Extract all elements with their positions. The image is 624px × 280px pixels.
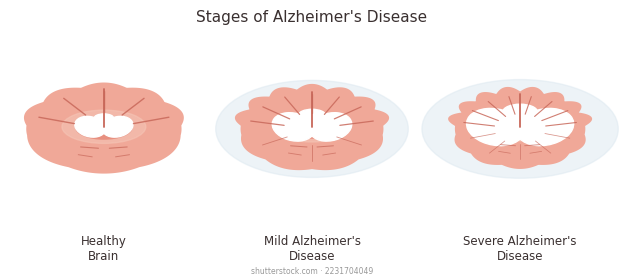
Circle shape xyxy=(94,114,114,123)
Ellipse shape xyxy=(512,123,529,136)
Ellipse shape xyxy=(274,112,350,142)
Ellipse shape xyxy=(99,126,109,133)
Text: Severe Alzheimer's
Disease: Severe Alzheimer's Disease xyxy=(464,235,577,263)
Ellipse shape xyxy=(102,116,133,137)
Circle shape xyxy=(503,104,537,120)
Circle shape xyxy=(298,109,326,122)
Ellipse shape xyxy=(76,116,132,139)
Polygon shape xyxy=(448,87,592,169)
Polygon shape xyxy=(24,83,184,174)
Text: Mild Alzheimer's
Disease: Mild Alzheimer's Disease xyxy=(263,235,361,263)
Ellipse shape xyxy=(286,117,338,138)
Ellipse shape xyxy=(310,113,352,141)
Polygon shape xyxy=(235,84,389,170)
Ellipse shape xyxy=(272,113,314,141)
Ellipse shape xyxy=(485,113,555,141)
Text: shutterstock.com · 2231704049: shutterstock.com · 2231704049 xyxy=(251,267,373,276)
Text: Stages of Alzheimer's Disease: Stages of Alzheimer's Disease xyxy=(197,10,427,25)
Ellipse shape xyxy=(422,80,618,178)
Ellipse shape xyxy=(467,108,524,146)
Ellipse shape xyxy=(497,118,544,137)
Ellipse shape xyxy=(75,116,105,137)
Ellipse shape xyxy=(306,125,318,135)
Ellipse shape xyxy=(516,108,573,146)
Ellipse shape xyxy=(216,80,408,178)
Text: Healthy
Brain: Healthy Brain xyxy=(81,235,127,263)
Ellipse shape xyxy=(62,110,146,143)
